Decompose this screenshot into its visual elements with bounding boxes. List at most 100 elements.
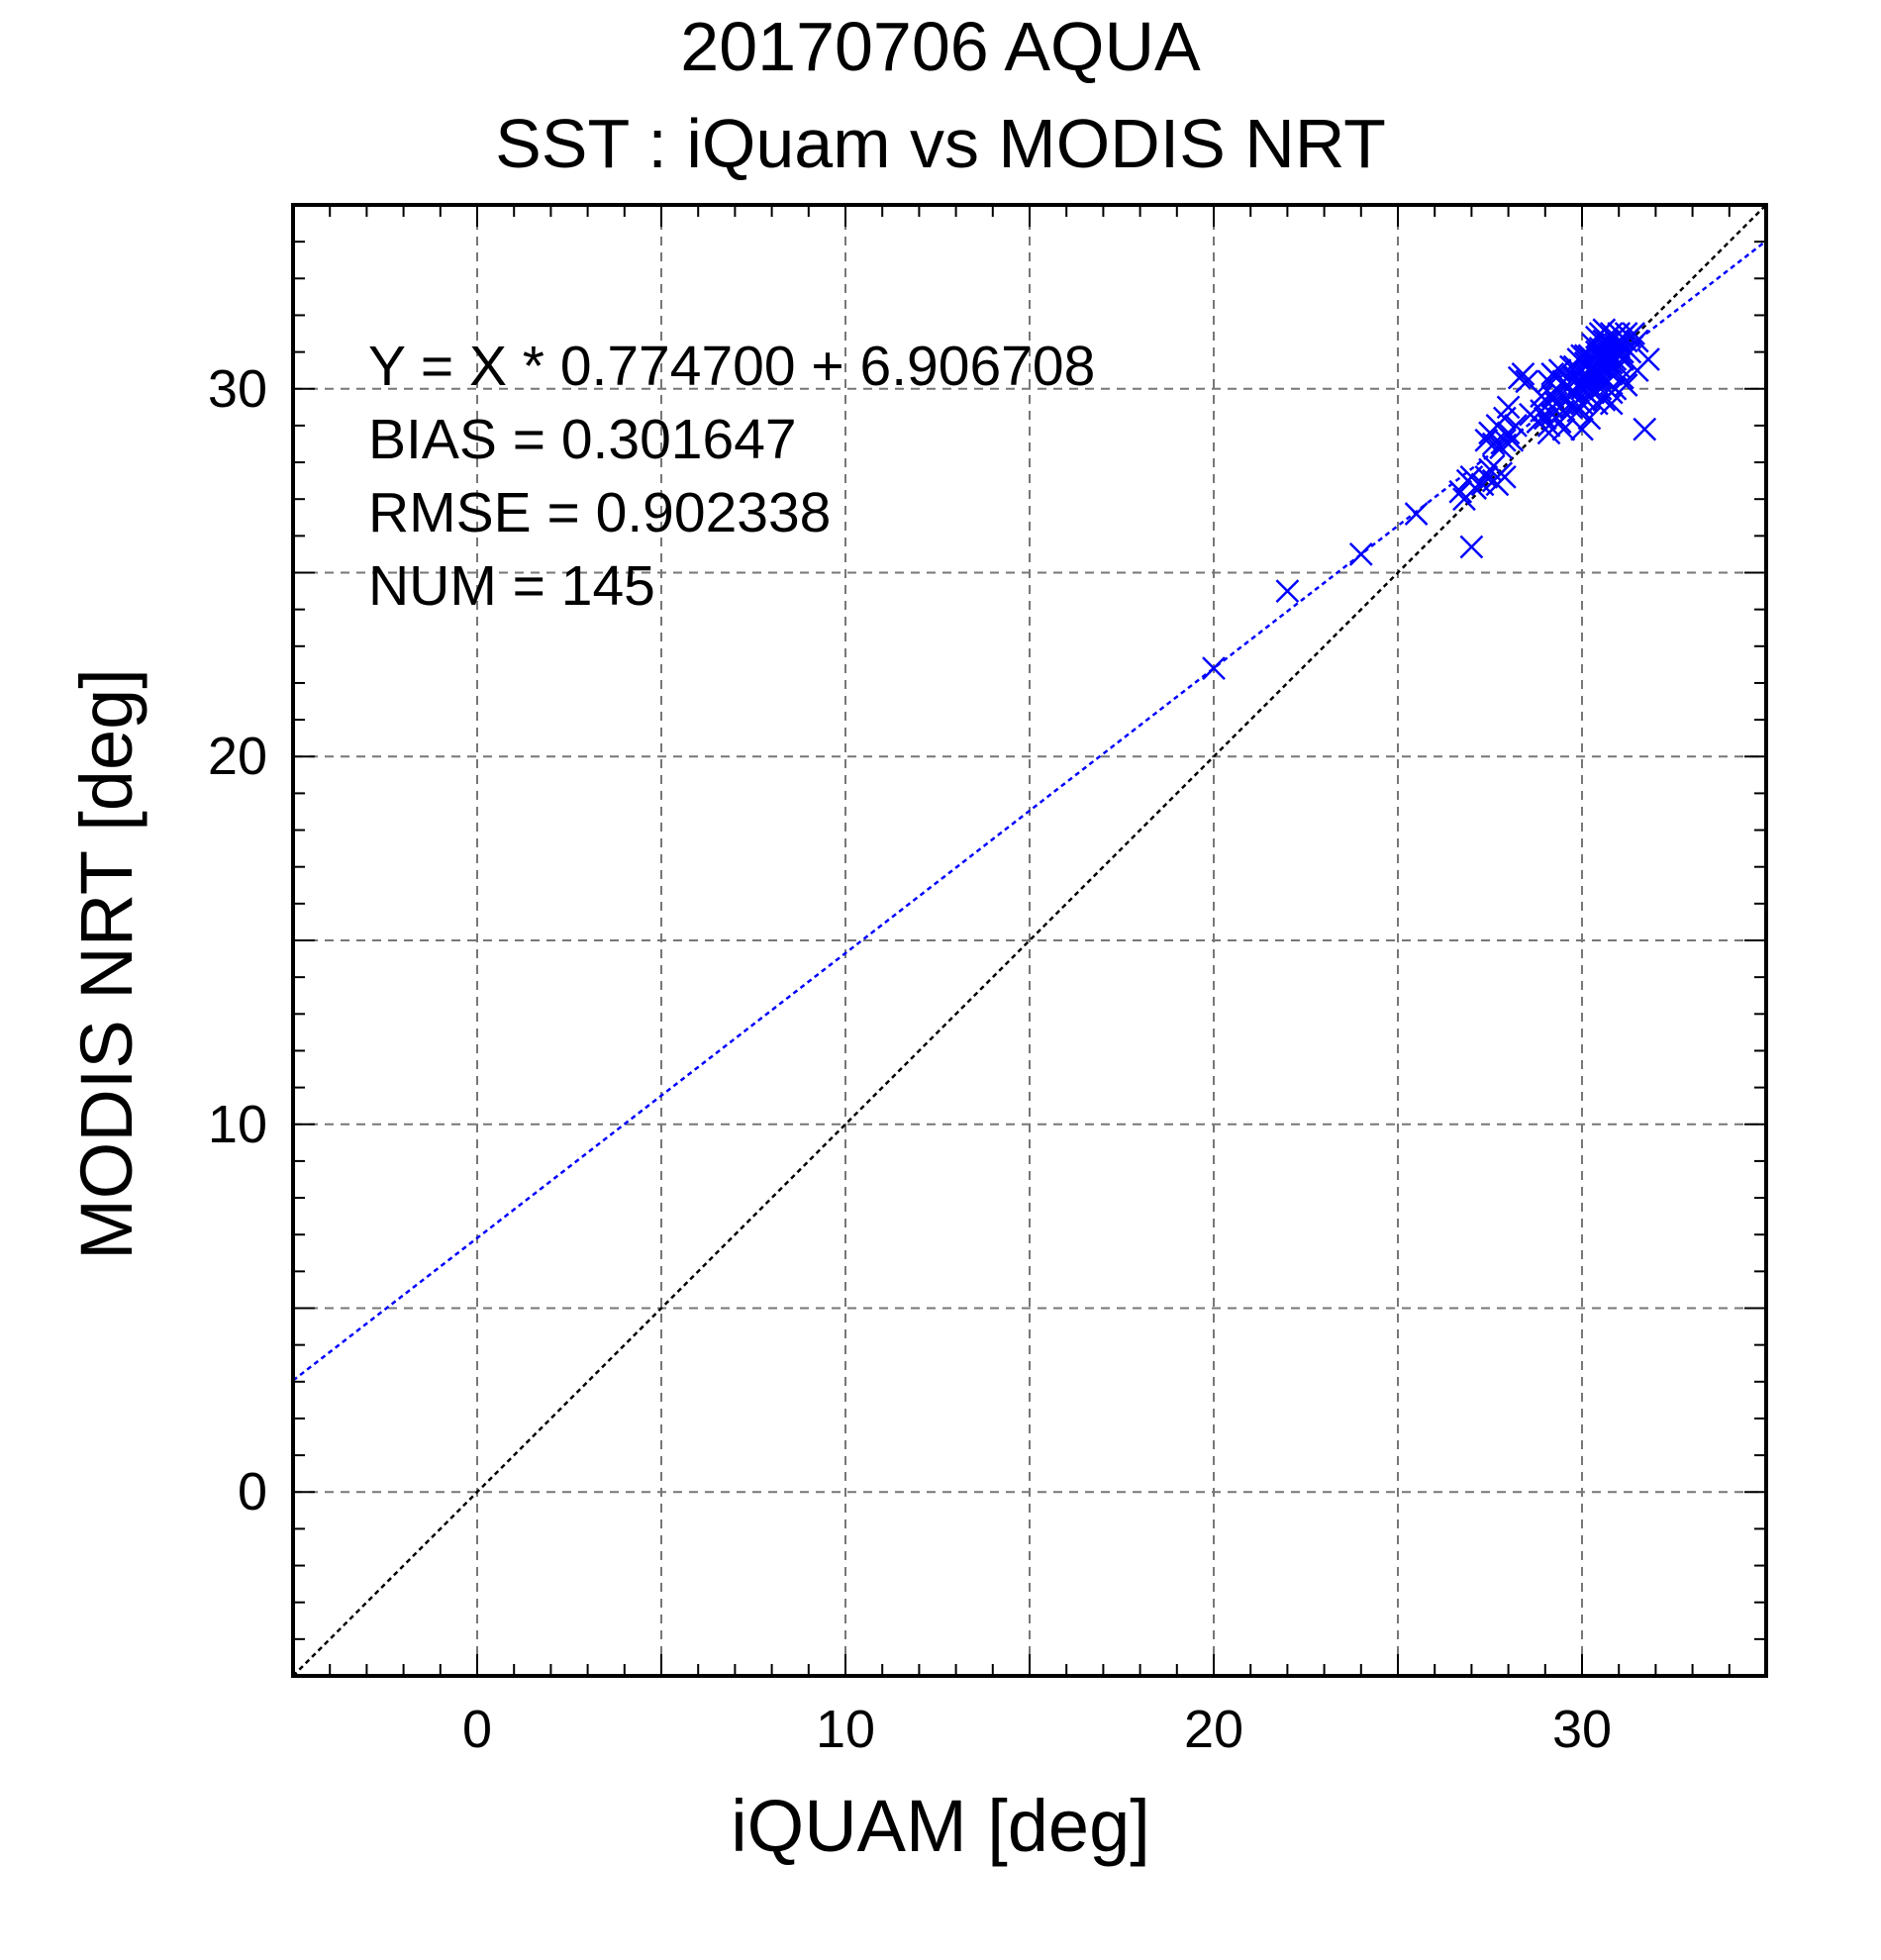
y-tick-label: 10 bbox=[207, 1094, 267, 1154]
data-point bbox=[1530, 384, 1553, 409]
marker-stroke bbox=[1599, 343, 1624, 368]
marker-stroke bbox=[1633, 417, 1657, 441]
marker-stroke bbox=[1596, 337, 1620, 360]
marker-stroke bbox=[1625, 329, 1649, 353]
data-point bbox=[1611, 347, 1634, 371]
data-point bbox=[1599, 391, 1624, 416]
data-point bbox=[1607, 340, 1632, 364]
marker-stroke bbox=[1588, 337, 1613, 360]
marker-stroke bbox=[1489, 436, 1514, 460]
count-stat: NUM = 145 bbox=[368, 554, 655, 618]
data-points bbox=[1202, 318, 1660, 680]
marker-stroke bbox=[1540, 362, 1565, 386]
data-point bbox=[1404, 502, 1429, 526]
marker-stroke bbox=[1551, 417, 1576, 441]
x-tick-label: 20 bbox=[1183, 1700, 1244, 1759]
data-point bbox=[1348, 542, 1373, 566]
marker-stroke bbox=[1275, 579, 1300, 603]
data-point bbox=[1511, 362, 1535, 386]
x-tick-label: 10 bbox=[815, 1700, 876, 1759]
data-point bbox=[1496, 395, 1521, 420]
data-point bbox=[1536, 369, 1561, 394]
marker-stroke bbox=[1504, 414, 1528, 438]
marker-stroke bbox=[1636, 347, 1660, 371]
data-point bbox=[1577, 406, 1602, 431]
y-axis-label: MODIS NRT [deg] bbox=[65, 668, 148, 1260]
marker-stroke bbox=[1474, 428, 1499, 452]
marker-stroke bbox=[1607, 340, 1632, 364]
bias-stat: BIAS = 0.301647 bbox=[368, 408, 797, 471]
data-point bbox=[1474, 428, 1499, 452]
data-point bbox=[1603, 376, 1628, 401]
y-tick-label: 0 bbox=[237, 1462, 267, 1522]
marker-stroke bbox=[1562, 354, 1587, 379]
data-point bbox=[1540, 362, 1565, 386]
marker-stroke bbox=[1581, 333, 1606, 357]
marker-stroke bbox=[1492, 428, 1517, 452]
marker-stroke bbox=[1500, 428, 1525, 452]
y-tick-label: 30 bbox=[207, 358, 267, 419]
x-tick-label: 30 bbox=[1551, 1700, 1613, 1759]
marker-stroke bbox=[1573, 388, 1598, 412]
marker-stroke bbox=[1459, 535, 1484, 559]
marker-stroke bbox=[1611, 365, 1634, 390]
data-point bbox=[1636, 347, 1660, 371]
chart-title: 20170706 AQUA bbox=[680, 8, 1201, 85]
marker-stroke bbox=[1584, 362, 1609, 386]
data-point bbox=[1459, 535, 1484, 559]
marker-stroke bbox=[1515, 369, 1539, 394]
data-point bbox=[1566, 388, 1591, 412]
data-point bbox=[1555, 402, 1580, 427]
marker-stroke bbox=[1533, 406, 1557, 431]
marker-stroke bbox=[1570, 417, 1594, 441]
x-axis-label: iQUAM [deg] bbox=[731, 1785, 1150, 1867]
marker-stroke bbox=[1202, 656, 1226, 680]
marker-stroke bbox=[1496, 395, 1521, 420]
data-point bbox=[1489, 436, 1514, 460]
marker-stroke bbox=[1547, 380, 1572, 405]
marker-stroke bbox=[1511, 362, 1535, 386]
marker-stroke bbox=[1448, 479, 1473, 504]
data-point bbox=[1573, 388, 1598, 412]
marker-stroke bbox=[1603, 376, 1628, 401]
marker-stroke bbox=[1611, 347, 1634, 371]
marker-stroke bbox=[1577, 406, 1602, 431]
data-point bbox=[1533, 406, 1557, 431]
data-point bbox=[1540, 384, 1565, 409]
data-point bbox=[1519, 402, 1542, 427]
marker-stroke bbox=[1566, 388, 1591, 412]
marker-stroke bbox=[1530, 384, 1553, 409]
marker-stroke bbox=[1592, 318, 1617, 343]
marker-stroke bbox=[1540, 384, 1565, 409]
marker-stroke bbox=[1474, 465, 1499, 489]
data-point bbox=[1536, 421, 1561, 445]
marker-stroke bbox=[1536, 421, 1561, 445]
data-point bbox=[1584, 362, 1609, 386]
data-point bbox=[1625, 329, 1649, 353]
plot-frame bbox=[291, 203, 1768, 1678]
data-point bbox=[1492, 428, 1517, 452]
data-point bbox=[1562, 354, 1587, 379]
y-tick-label: 20 bbox=[207, 727, 267, 787]
marker-stroke bbox=[1492, 465, 1517, 489]
marker-stroke bbox=[1599, 391, 1624, 416]
data-point bbox=[1474, 465, 1499, 489]
marker-stroke bbox=[1348, 542, 1373, 566]
marker-stroke bbox=[1555, 402, 1580, 427]
marker-stroke bbox=[1622, 322, 1645, 345]
data-point bbox=[1633, 417, 1657, 441]
marker-stroke bbox=[1519, 402, 1542, 427]
data-point bbox=[1275, 579, 1300, 603]
chart-subtitle: SST : iQuam vs MODIS NRT bbox=[495, 105, 1386, 182]
marker-stroke bbox=[1540, 395, 1565, 420]
data-point bbox=[1202, 656, 1226, 680]
marker-stroke bbox=[1588, 362, 1613, 386]
data-point bbox=[1581, 333, 1606, 357]
data-point bbox=[1448, 479, 1473, 504]
x-tick-label: 0 bbox=[461, 1700, 493, 1759]
marker-stroke bbox=[1404, 502, 1429, 526]
data-point bbox=[1500, 428, 1525, 452]
data-point bbox=[1551, 417, 1576, 441]
data-point bbox=[1504, 414, 1528, 438]
